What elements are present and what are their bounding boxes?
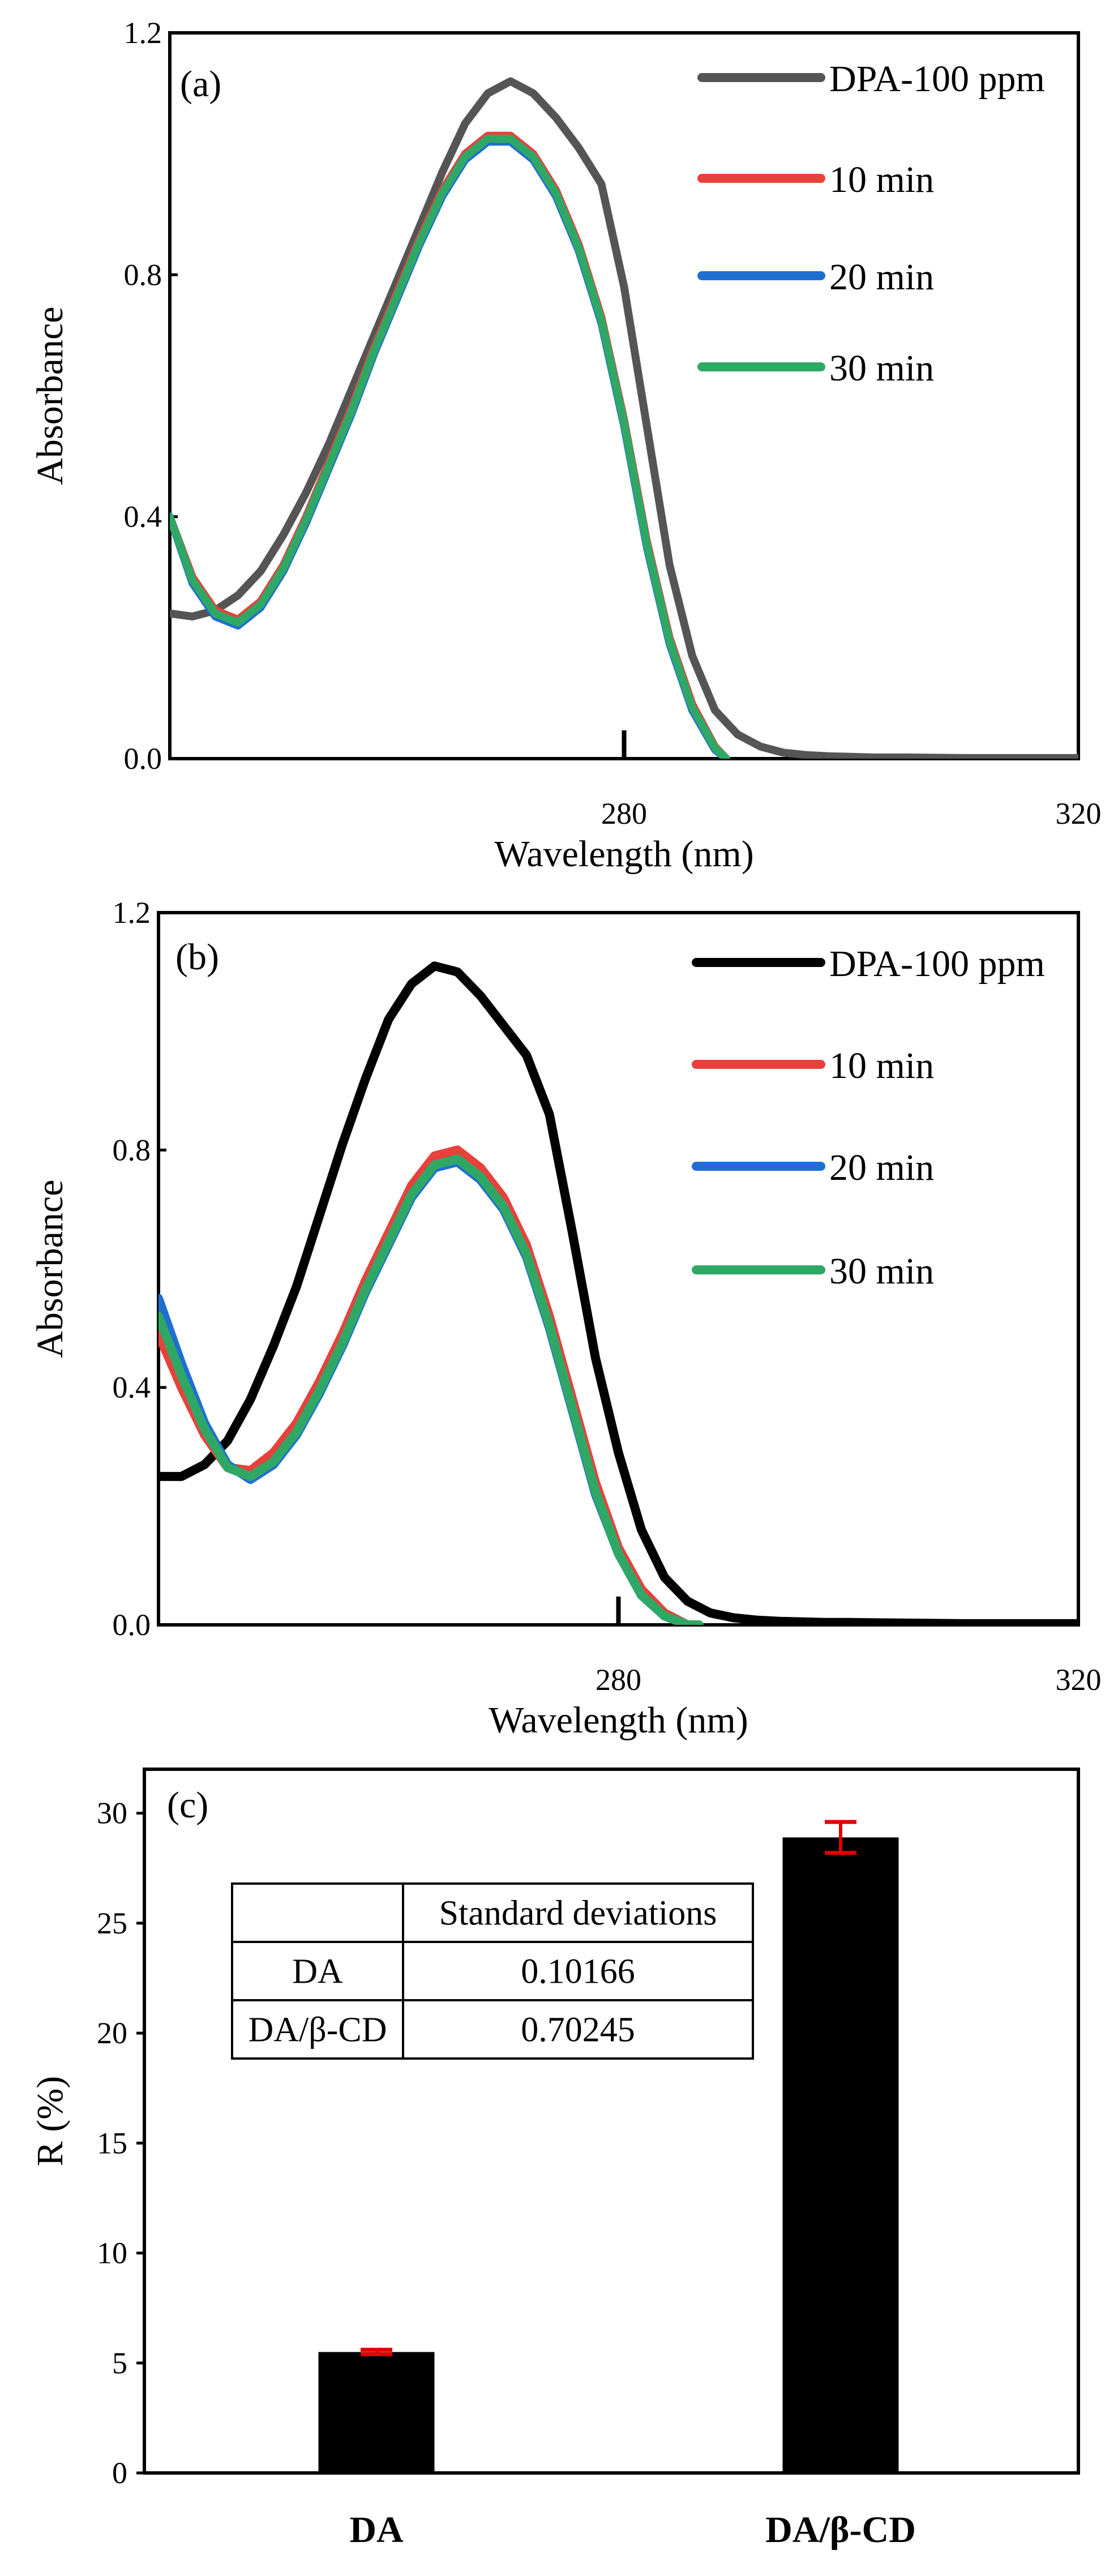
y-tick-label: 0.4 <box>124 500 162 534</box>
legend-label: 30 min <box>829 348 934 389</box>
y-tick-label: 10 <box>97 2236 127 2270</box>
x-tick-label: 320 <box>1056 797 1102 831</box>
panel-b: 0.0 0.4 0.8 1.2 280 320 Wavelength (nm) Absorba… <box>29 896 1102 1741</box>
panel-label: (a) <box>180 63 221 105</box>
series-line-dpa-100-ppm <box>170 77 1078 759</box>
x-axis-title: Wavelength (nm) <box>489 1700 748 1741</box>
y-axis-title: R (%) <box>29 2076 71 2166</box>
series-line-30-min <box>170 135 731 759</box>
category-label: DA/β-CD <box>765 2509 916 2551</box>
table-cell: 0.10166 <box>521 1953 635 1991</box>
y-tick-label: 0.0 <box>113 1608 151 1642</box>
category-label: DA <box>349 2509 404 2551</box>
y-tick-label: 0.4 <box>113 1371 151 1405</box>
y-tick-label: 30 <box>97 1796 127 1830</box>
y-tick-label: 0 <box>112 2456 127 2490</box>
series-line-20-min <box>170 138 731 759</box>
y-tick-label: 20 <box>97 2016 127 2050</box>
y-tick-label: 0.8 <box>113 1133 151 1167</box>
table-cell: 0.70245 <box>521 2011 635 2049</box>
table-border <box>231 1882 754 2060</box>
series-line-30-min <box>159 1154 704 1625</box>
y-tick-label: 0.8 <box>124 258 162 292</box>
legend-label: 20 min <box>829 256 934 298</box>
y-tick-label: 0.0 <box>124 742 162 776</box>
x-tick-label: 280 <box>601 797 647 831</box>
legend-label: 30 min <box>829 1251 934 1292</box>
y-tick-label: 1.2 <box>113 896 151 930</box>
y-tick-label: 15 <box>97 2126 127 2160</box>
x-tick-label: 280 <box>596 1663 641 1697</box>
legend-label: 20 min <box>829 1147 934 1188</box>
series-line-10-min <box>170 131 731 759</box>
legend-label: 10 min <box>829 1045 934 1086</box>
legend-label: 10 min <box>829 159 934 200</box>
table-header-cell: Standard deviations <box>439 1894 717 1933</box>
plot-frame <box>168 31 1080 760</box>
x-axis-title: Wavelength (nm) <box>494 833 753 875</box>
plot-frame <box>157 911 1080 1627</box>
x-tick-label: 320 <box>1056 1663 1102 1697</box>
legend-label: DPA-100 ppm <box>829 58 1045 100</box>
table-cell: DA <box>292 1953 343 1991</box>
y-tick-label: 25 <box>97 1906 127 1940</box>
bar-da-cd <box>782 1837 899 2473</box>
y-tick-label: 1.2 <box>124 16 162 50</box>
legend-label: DPA-100 ppm <box>829 943 1045 985</box>
y-tick-label: 5 <box>112 2346 127 2380</box>
table-cell: DA/β-CD <box>248 2011 387 2049</box>
std-table: Standard deviations DA 0.10166 DA/β-CD 0.702… <box>231 1882 754 2060</box>
y-axis-title: Absorbance <box>29 1179 71 1358</box>
plot-frame <box>143 1768 1080 2475</box>
bar-da <box>318 2352 435 2473</box>
y-axis-title: Absorbance <box>29 306 71 485</box>
panel-a: 0.0 0.4 0.8 1.2 280 320 Wavelength (nm) Absorba… <box>29 16 1102 875</box>
series-line-dpa-100-ppm <box>159 961 1078 1625</box>
panel-label: (c) <box>167 1785 208 1826</box>
panel-label: (b) <box>175 936 219 978</box>
